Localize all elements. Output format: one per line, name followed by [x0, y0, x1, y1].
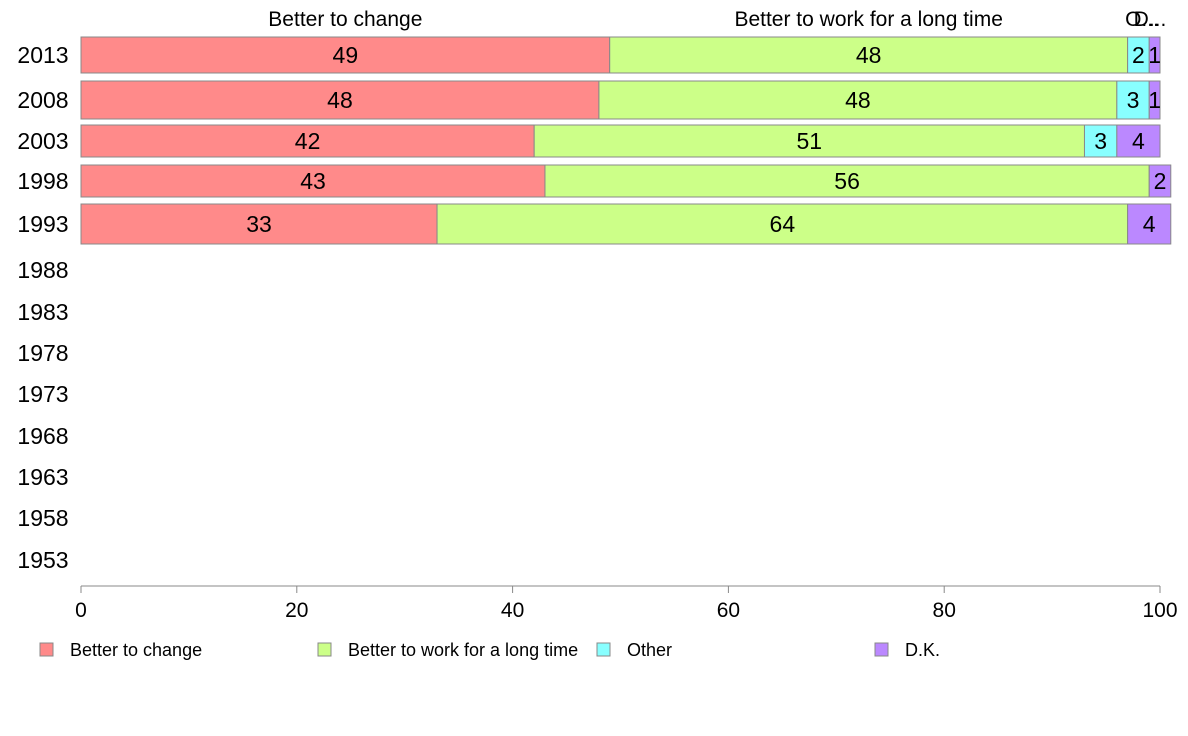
bar-value-label: 43 [300, 168, 326, 194]
bar-segment [1127, 203, 1172, 245]
legend-label: Better to work for a long time [348, 640, 578, 660]
year-label: 1953 [17, 547, 68, 573]
bar-segment [1148, 80, 1161, 120]
x-tick-label: 40 [501, 599, 524, 622]
year-label: 1978 [17, 340, 68, 366]
bar-value-label: 42 [295, 128, 321, 154]
legend-label: Other [627, 640, 672, 660]
bar-value-label: 1 [1148, 42, 1161, 68]
bar-value-label: 64 [770, 211, 796, 237]
year-axis-labels: 2013 2008 2003 1998 1993 1988 1983 1978 1973 1968… [17, 42, 68, 573]
year-label: 1993 [17, 211, 68, 237]
bar-value-label: 2 [1154, 168, 1167, 194]
year-label: 1968 [17, 423, 68, 449]
year-label: 1973 [17, 381, 68, 407]
x-tick-label: 80 [933, 599, 956, 622]
bar-segment [533, 124, 1085, 158]
year-label: 1998 [17, 168, 68, 194]
bar-segment [80, 203, 438, 245]
bar-value-label: 3 [1094, 128, 1107, 154]
top-label: Better to work for a long time [734, 8, 1002, 31]
bar-value-label: 33 [246, 211, 272, 237]
year-label: 1958 [17, 505, 68, 531]
bars: 49 48 2 148 48 3 142 51 3 443 56 233 64 4 [80, 36, 1172, 245]
bar-value-label: 51 [797, 128, 823, 154]
bar-value-label: 48 [327, 87, 353, 113]
legend: Better to change Better to work for a lon… [39, 640, 940, 660]
x-tick-label: 0 [75, 599, 87, 622]
x-tick-label: 60 [717, 599, 740, 622]
x-tick-label: 100 [1142, 599, 1177, 622]
top-label: O... [1125, 8, 1159, 31]
bar-value-label: 4 [1132, 128, 1145, 154]
bar-segment [1148, 164, 1172, 198]
year-label: 2003 [17, 128, 68, 154]
bar-value-label: 48 [845, 87, 871, 113]
x-axis: 0 20 40 60 80 100 [75, 585, 1178, 622]
legend-label: Better to change [70, 640, 202, 660]
bar-value-label: 56 [834, 168, 860, 194]
legend-label: D.K. [905, 640, 940, 660]
bar-segment [1148, 36, 1161, 74]
year-label: 1988 [17, 257, 68, 283]
bar-value-label: 4 [1143, 211, 1156, 237]
top-labels: Better to change Better to work for a lon… [268, 8, 1166, 31]
bar-segment [1116, 124, 1161, 158]
legend-swatch [317, 642, 332, 657]
legend-swatch [39, 642, 54, 657]
legend-swatch [874, 642, 889, 657]
bar-segment [609, 36, 1129, 74]
year-label: 1963 [17, 464, 68, 490]
bar-value-label: 48 [856, 42, 882, 68]
bar-value-label: 2 [1132, 42, 1145, 68]
bar-segment [436, 203, 1129, 245]
bar-segment [1083, 124, 1118, 158]
bar-value-label: 49 [333, 42, 359, 68]
bar-segment [80, 124, 535, 158]
legend-swatch [596, 642, 611, 657]
bar-segment [544, 164, 1150, 198]
bar-value-label: 1 [1148, 87, 1161, 113]
x-tick-label: 20 [285, 599, 308, 622]
bar-segment [1116, 80, 1150, 120]
top-label: Better to change [268, 8, 422, 31]
year-label: 2008 [17, 87, 68, 113]
bar-value-label: 3 [1127, 87, 1140, 113]
year-label: 1983 [17, 299, 68, 325]
bar-segment [80, 80, 600, 120]
year-label: 2013 [17, 42, 68, 68]
top-label: D... [1134, 8, 1167, 31]
